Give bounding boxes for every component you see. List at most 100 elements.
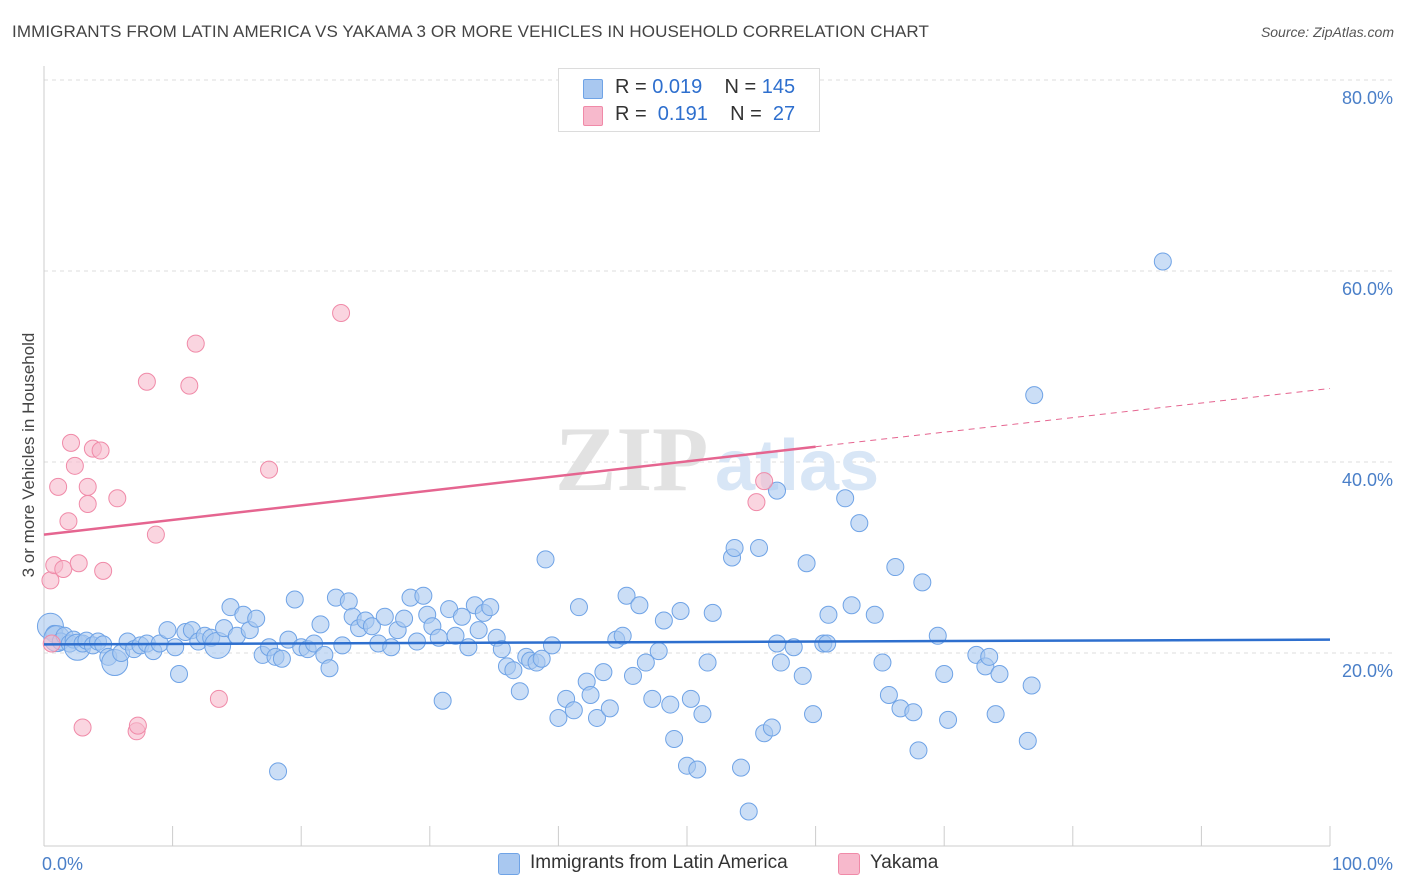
blue-point-36	[247, 609, 266, 628]
blue-point-87	[542, 636, 561, 655]
blue-point-117	[732, 758, 751, 777]
blue-point-144	[935, 665, 954, 684]
pink-point-13	[94, 561, 113, 580]
blue-point-124	[784, 638, 803, 657]
blue-point-152	[1025, 386, 1044, 405]
y-tick-labels: 20.0% 40.0% 60.0% 80.0%	[1342, 88, 1393, 681]
blue-point-94	[587, 708, 606, 727]
blue-point-132	[842, 596, 861, 615]
blue-point-70	[446, 626, 465, 645]
watermark-zip: ZIP	[555, 408, 708, 510]
pink-point-5	[62, 433, 81, 452]
blue-point-134	[865, 605, 884, 624]
blue-point-101	[630, 596, 649, 615]
pink-point-3	[54, 559, 73, 578]
blue-point-100	[623, 666, 642, 685]
blue-point-78	[492, 640, 511, 659]
blue-point-153	[1153, 252, 1172, 271]
blue-point-110	[681, 689, 700, 708]
legend-row-pink: R = 0.191 N = 27	[583, 103, 795, 127]
blue-point-154	[768, 481, 787, 500]
blue-point-102	[636, 653, 655, 672]
series-immigrants-latin-america	[36, 252, 1172, 821]
pink-point-12	[91, 441, 110, 460]
blue-point-105	[654, 611, 673, 630]
bottom-legend-immigrants: Immigrants from Latin America	[498, 852, 818, 876]
pink-point-25	[755, 472, 774, 491]
pink-point-24	[747, 493, 766, 512]
blue-point-139	[904, 703, 923, 722]
chart-title: IMMIGRANTS FROM LATIN AMERICA VS YAKAMA …	[12, 22, 929, 41]
x-tick-labels: 0.0% 100.0%	[42, 854, 1393, 874]
blue-point-114	[703, 603, 722, 622]
blue-point-113	[698, 653, 717, 672]
blue-point-126	[797, 554, 816, 573]
blue-point-88	[549, 708, 568, 727]
watermark-atlas: atlas	[715, 426, 879, 506]
blue-point-59	[382, 638, 401, 657]
legend-row-blue: R = 0.019 N = 145	[583, 76, 795, 100]
y-tick-label-0: 20.0%	[1342, 661, 1393, 681]
pink-point-19	[180, 376, 199, 395]
blue-point-108	[671, 601, 690, 620]
blue-point-47	[311, 615, 330, 634]
pink-point-2	[49, 477, 68, 496]
blue-point-68	[433, 691, 452, 710]
pink-point-22	[260, 460, 279, 479]
blue-point-125	[793, 666, 812, 685]
blue-point-116	[725, 538, 744, 557]
blue-point-151	[1022, 676, 1041, 695]
blue-point-122	[771, 653, 790, 672]
blue-point-118	[739, 802, 758, 821]
pink-point-20	[186, 334, 205, 353]
x-tick-label-0: 0.0%	[42, 854, 83, 874]
blue-point-140	[913, 573, 932, 592]
trend-line-pink-extension	[815, 387, 1331, 448]
blue-point-76	[481, 598, 500, 617]
blue-point-130	[818, 634, 837, 653]
y-tick-label-1: 40.0%	[1342, 470, 1393, 490]
blue-point-131	[836, 489, 855, 508]
blue-point-58	[375, 607, 394, 626]
trend-line-blue	[43, 638, 1331, 646]
blue-point-133	[850, 514, 869, 533]
legend-swatch-blue	[583, 79, 603, 99]
blue-point-64	[414, 586, 433, 605]
series-yakama	[41, 304, 774, 741]
blue-point-74	[469, 621, 488, 640]
pink-point-6	[65, 456, 84, 475]
blue-point-112	[693, 705, 712, 724]
blue-point-123	[768, 634, 787, 653]
blue-point-149	[990, 665, 1009, 684]
blue-point-135	[873, 653, 892, 672]
bottom-legend-yakama: Yakama	[838, 852, 958, 876]
blue-point-150	[1018, 731, 1037, 750]
trend-line-pink	[43, 445, 816, 536]
blue-point-86	[536, 550, 555, 569]
blue-point-23	[166, 638, 185, 657]
blue-point-148	[986, 705, 1005, 724]
blue-point-104	[649, 642, 668, 661]
blue-point-137	[886, 558, 905, 577]
axes	[43, 66, 1331, 847]
blue-point-72	[459, 638, 478, 657]
y-tick-label-3: 80.0%	[1342, 88, 1393, 108]
pink-point-23	[332, 304, 351, 323]
blue-point-80	[504, 661, 523, 680]
blue-point-41	[269, 762, 288, 781]
bottom-legend-swatch-pink	[838, 853, 860, 875]
blue-point-95	[594, 663, 613, 682]
legend-swatch-pink	[583, 106, 603, 126]
bottom-legend-swatch-blue	[498, 853, 520, 875]
blue-point-106	[661, 695, 680, 714]
y-axis-label: 3 or more Vehicles in Household	[19, 333, 38, 578]
pink-point-10	[78, 477, 97, 496]
pink-point-21	[209, 689, 228, 708]
blue-point-81	[510, 682, 529, 701]
blue-point-119	[750, 538, 769, 557]
y-tick-label-2: 60.0%	[1342, 279, 1393, 299]
trend-lines	[43, 387, 1331, 646]
blue-point-49	[320, 659, 339, 678]
pink-point-14	[108, 489, 127, 508]
